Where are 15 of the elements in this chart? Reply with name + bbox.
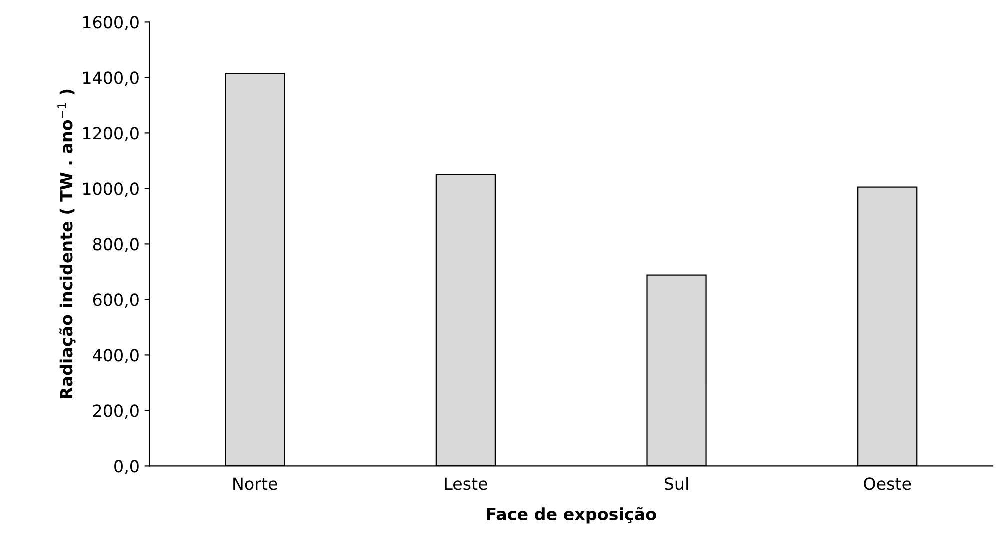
y-tick-label: 1400,0 [83, 72, 139, 86]
x-tick-label: Norte [234, 478, 278, 490]
y-tick-label: 800,0 [93, 238, 139, 252]
y-tick-label: 1000,0 [83, 182, 139, 197]
y-tick-label: 0,0 [114, 460, 139, 474]
y-tick-label: 1600,0 [83, 16, 139, 30]
y-tick-label: 600,0 [93, 294, 139, 308]
y-tick-label: 200,0 [93, 404, 139, 419]
x-axis-title: Face de exposição [487, 507, 656, 524]
x-tick-label: Oeste [864, 478, 912, 490]
y-tick-label: 1200,0 [83, 127, 139, 142]
y-axis-title: Radiação incidente ( TW . ano$^{−1}$ ) [58, 90, 76, 398]
x-tick-label: Leste [445, 478, 488, 490]
x-tick-label: Sul [664, 477, 688, 490]
y-tick-label: 400,0 [93, 349, 139, 364]
